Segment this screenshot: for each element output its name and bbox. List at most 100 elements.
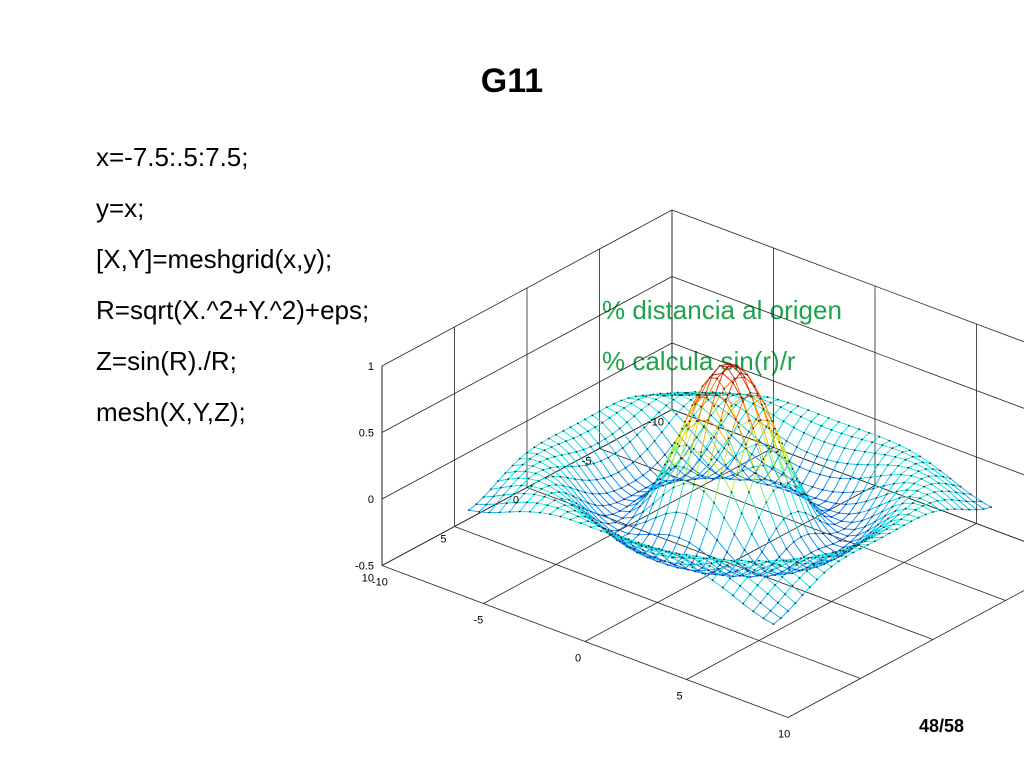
mesh-edge [693,484,705,492]
mesh-vertex [887,517,889,520]
mesh-edge [780,482,789,485]
mesh-vertex [691,561,694,564]
mesh-edge [580,520,589,524]
mesh-vertex [692,414,695,417]
mesh-edge [731,397,742,407]
mesh-vertex [687,428,689,431]
mesh-vertex [720,472,723,475]
mesh-vertex [668,467,670,469]
mesh-edge [948,491,960,501]
mesh-edge [903,520,912,526]
mesh-edge [683,483,694,486]
mesh-edge [824,515,835,525]
code-text: x=-7.5:.5:7.5; [96,142,249,172]
mesh-edge [583,449,595,464]
mesh-edge [570,426,581,436]
mesh-vertex [781,442,784,445]
mesh-vertex [795,561,798,563]
mesh-vertex [591,492,594,495]
mesh-edge [642,475,654,485]
mesh-vertex [607,522,610,525]
mesh-edge [600,521,612,532]
mesh-edge [887,456,896,466]
mesh-edge [857,451,866,465]
mesh-edge [573,438,584,450]
mesh-edge [742,470,751,481]
mesh-edge [838,504,847,514]
mesh-vertex [547,484,550,487]
mesh-edge [658,411,670,424]
mesh-edge [615,517,623,523]
mesh-edge [958,500,970,511]
mesh-edge [837,461,848,465]
mesh-vertex [868,509,871,511]
mesh-edge [599,493,610,506]
mesh-edge [719,564,728,572]
mesh-edge [855,490,864,504]
mesh-edge [704,374,714,395]
mesh-edge [590,442,599,448]
mesh-vertex [500,486,502,489]
mesh-edge [811,557,822,561]
mesh-edge [706,528,718,541]
mesh-vertex [729,570,731,573]
mesh-edge [680,394,692,401]
mesh-vertex [666,460,669,463]
mesh-vertex [808,502,811,504]
mesh-edge [841,433,852,438]
mesh-edge [886,490,897,495]
mesh-edge [880,474,892,477]
mesh-edge [564,466,576,480]
mesh-vertex [719,474,721,477]
mesh-edge [607,452,616,458]
mesh-edge [700,451,712,460]
mesh-vertex [850,547,853,550]
mesh-vertex [850,521,853,524]
mesh-edge [784,593,796,604]
mesh-edge [912,456,924,463]
mesh-vertex [791,584,794,587]
mesh-vertex [658,533,660,536]
mesh-edge [655,399,667,406]
mesh-vertex [676,566,679,569]
mesh-edge [631,491,639,496]
mesh-vertex [726,467,728,470]
mesh-vertex [520,484,523,487]
mesh-vertex [811,563,814,565]
mesh-edge [634,548,645,554]
mesh-edge [773,466,784,474]
mesh-edge [642,549,654,554]
mesh-vertex [866,463,869,466]
mesh-vertex [733,377,736,380]
mesh-edge [976,508,984,511]
mesh-edge [901,474,912,477]
mesh-edge [840,540,851,543]
mesh-vertex [861,438,863,441]
mesh-edge [905,459,916,465]
mesh-edge [591,493,603,506]
mesh-vertex [672,398,675,401]
mesh-vertex [866,544,869,546]
mesh-edge [609,417,621,429]
mesh-vertex [877,523,879,526]
mesh-edge [882,440,890,446]
mesh-vertex [568,498,570,501]
mesh-edge [822,533,834,545]
mesh-vertex [672,556,675,559]
mesh-edge [940,508,948,511]
mesh-edge [823,429,832,443]
mesh-edge [742,466,754,472]
mesh-vertex [704,393,707,395]
mesh-vertex [969,493,972,496]
mesh-edge [794,486,803,495]
mesh-edge [882,506,893,513]
mesh-vertex [779,406,782,408]
code-text: [X,Y]=meshgrid(x,y); [96,244,333,274]
mesh-vertex [900,473,902,476]
mesh-vertex [646,556,649,559]
mesh-edge [879,500,890,507]
mesh-vertex [835,551,837,553]
mesh-edge [873,475,882,489]
mesh-vertex [626,421,628,424]
mesh-edge [824,441,835,446]
